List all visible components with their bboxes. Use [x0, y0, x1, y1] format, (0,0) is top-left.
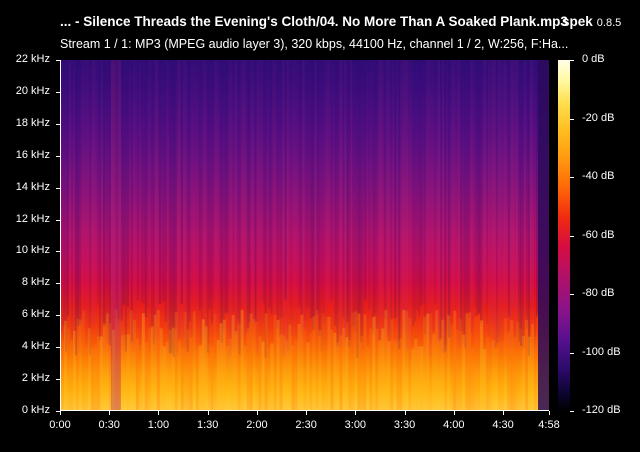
colorbar-tick: [570, 353, 574, 354]
y-tick: [56, 379, 60, 380]
x-tick-label: 3:00: [344, 419, 367, 431]
x-tick: [158, 411, 159, 415]
colorbar-label: -40 dB: [582, 170, 615, 182]
y-tick: [56, 188, 60, 189]
y-tick-label: 18 kHz: [15, 116, 50, 129]
y-tick: [56, 60, 60, 61]
colorbar-label: -20 dB: [582, 111, 615, 124]
colorbar-tick: [570, 411, 574, 412]
stream-info: Stream 1 / 1: MP3 (MPEG audio layer 3), …: [60, 37, 569, 51]
y-tick-label: 16 kHz: [15, 148, 50, 161]
colorbar-tick: [570, 60, 574, 61]
y-tick-label: 14 kHz: [15, 180, 50, 193]
y-tick-label: 2 kHz: [21, 372, 50, 385]
y-tick-label: 12 kHz: [15, 212, 50, 225]
y-tick-label: 20 kHz: [15, 84, 50, 97]
colorbar: [558, 60, 570, 411]
y-tick: [56, 220, 60, 221]
y-tick-label: 10 kHz: [15, 244, 50, 257]
x-tick-label: 1:00: [147, 419, 170, 431]
app-version: 0.8.5: [596, 17, 622, 29]
colorbar-label: -80 dB: [582, 287, 615, 299]
x-tick-label: 0:00: [49, 419, 71, 431]
x-tick: [257, 411, 258, 415]
spectrogram-plot: [60, 60, 549, 411]
x-tick-label: 4:00: [443, 419, 465, 431]
x-tick: [549, 411, 550, 415]
y-tick: [56, 251, 60, 252]
colorbar-tick: [570, 177, 574, 178]
x-tick-label: 2:00: [246, 419, 268, 431]
colorbar-tick: [570, 236, 574, 237]
app-name: spek 0.8.5: [562, 14, 621, 29]
y-tick: [56, 411, 60, 412]
colorbar-label: -60 dB: [582, 228, 615, 241]
y-tick: [56, 124, 60, 125]
y-tick: [56, 92, 60, 93]
file-title: ... - Silence Threads the Evening's Clot…: [60, 14, 568, 29]
x-tick-label: 3:30: [393, 419, 416, 431]
x-tick: [454, 411, 455, 415]
y-tick-label: 8 kHz: [21, 276, 50, 289]
x-tick: [306, 411, 307, 415]
colorbar-label: -120 dB: [582, 404, 621, 416]
colorbar-tick: [570, 119, 574, 120]
spectrogram-texture: [61, 60, 549, 410]
y-tick: [56, 283, 60, 284]
x-tick: [208, 411, 209, 415]
y-tick-label: 4 kHz: [21, 340, 50, 353]
y-tick: [56, 156, 60, 157]
x-tick-label: 4:58: [538, 419, 560, 431]
x-tick: [109, 411, 110, 415]
x-tick: [405, 411, 406, 415]
x-tick: [503, 411, 504, 415]
y-tick: [56, 347, 60, 348]
app-name-text: spek: [562, 14, 593, 29]
x-tick-label: 1:30: [196, 419, 219, 431]
colorbar-label: 0 dB: [582, 53, 605, 65]
y-tick-label: 6 kHz: [21, 308, 50, 321]
x-tick: [355, 411, 356, 415]
x-tick: [60, 411, 61, 415]
colorbar-tick: [570, 294, 574, 295]
x-tick-label: 4:30: [492, 419, 514, 431]
y-tick: [56, 315, 60, 316]
y-tick-label: 22 kHz: [15, 53, 50, 65]
y-tick-label: 0 kHz: [21, 404, 50, 416]
x-tick-label: 0:30: [98, 419, 120, 431]
x-tick-label: 2:30: [295, 419, 317, 431]
colorbar-label: -100 dB: [582, 345, 621, 358]
